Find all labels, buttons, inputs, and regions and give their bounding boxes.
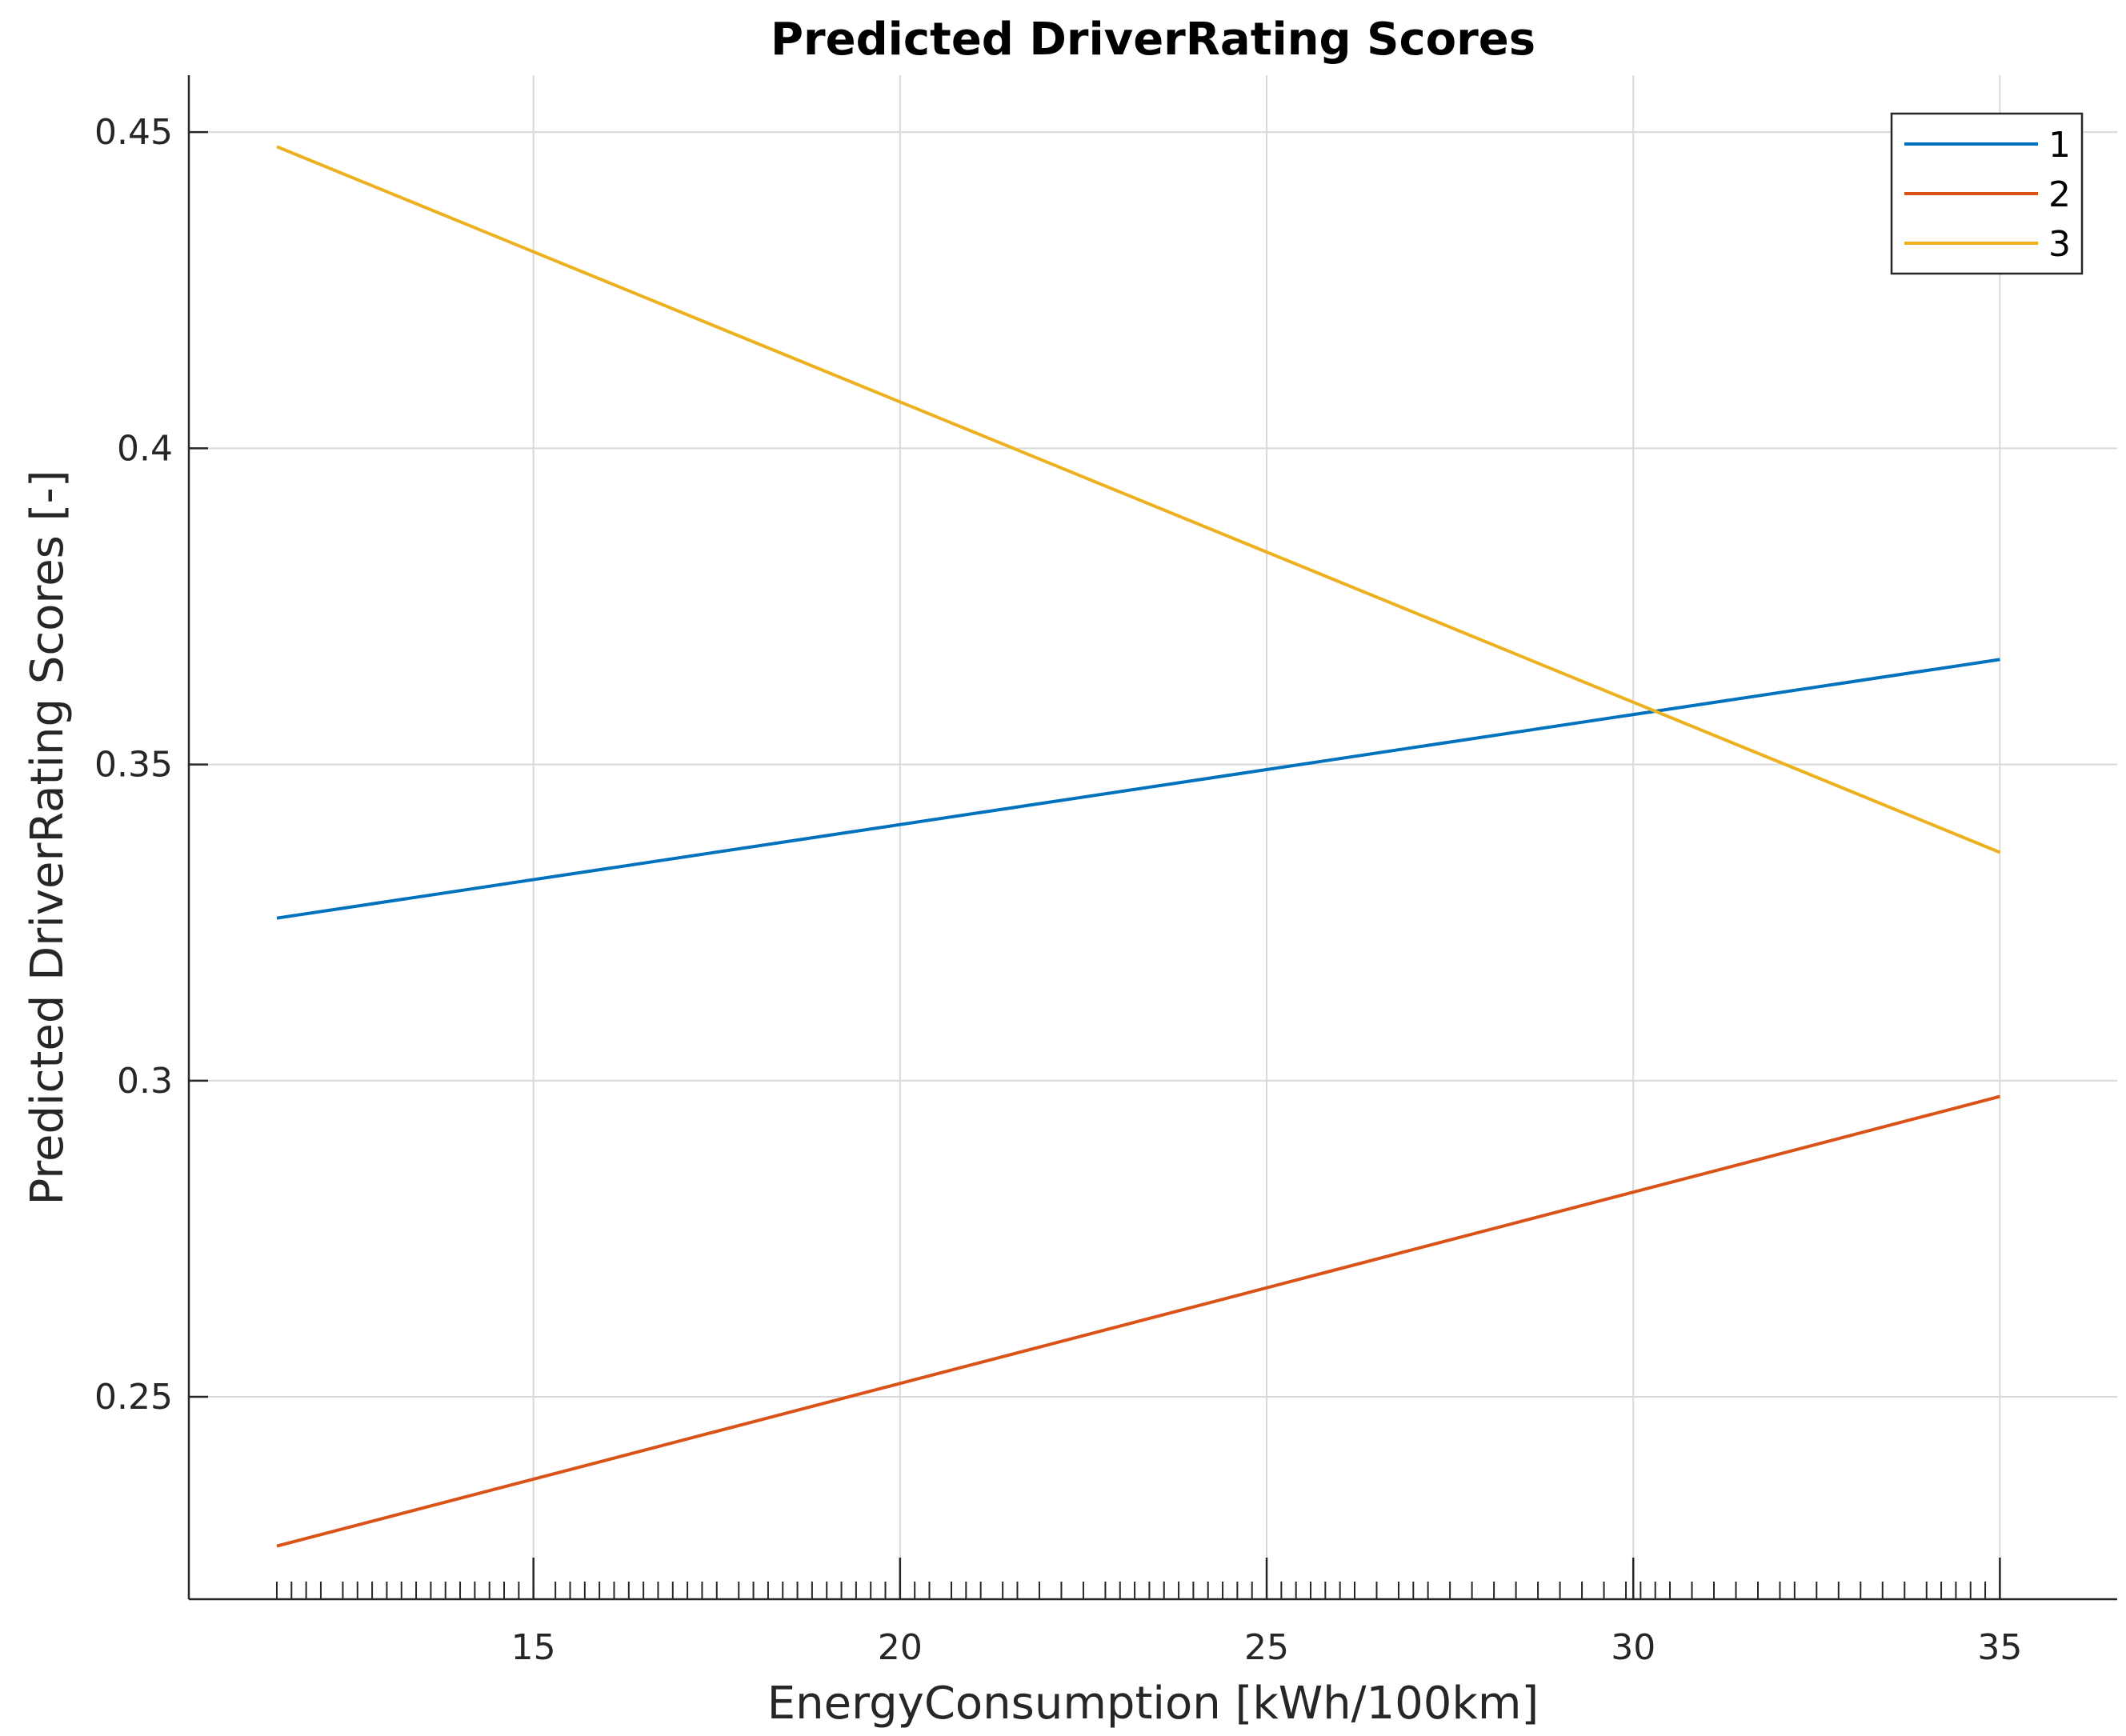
y-tick-label: 0.25 bbox=[94, 1377, 173, 1418]
x-tick-label: 15 bbox=[511, 1627, 556, 1668]
legend: 1 2 3 bbox=[1890, 112, 2084, 275]
legend-label-3: 3 bbox=[2048, 224, 2071, 265]
legend-label-1: 1 bbox=[2048, 125, 2071, 166]
y-tick-label: 0.45 bbox=[94, 112, 173, 153]
y-tick-label: 0.35 bbox=[94, 745, 173, 786]
y-tick-label: 0.4 bbox=[117, 428, 173, 469]
x-tick-label: 20 bbox=[878, 1627, 923, 1668]
y-axis-label: Predicted DriverRating Scores [-] bbox=[22, 470, 74, 1205]
tick-layer: 15 20 25 30 35 0.25 0.3 0.35 0.4 0.45 bbox=[94, 112, 2022, 1668]
rug-layer bbox=[275, 1582, 2001, 1599]
plot-area bbox=[189, 75, 2117, 1599]
series-line-3 bbox=[276, 145, 2001, 854]
chart-title: Predicted DriverRating Scores bbox=[771, 14, 1535, 66]
axis-layer bbox=[187, 75, 2117, 1601]
x-tick-label: 30 bbox=[1611, 1627, 1656, 1668]
series-line-2 bbox=[276, 1094, 2000, 1548]
series-layer bbox=[276, 145, 2001, 1548]
x-tick-label: 35 bbox=[1977, 1627, 2022, 1668]
x-tick-label: 25 bbox=[1244, 1627, 1289, 1668]
y-tick-label: 0.3 bbox=[117, 1061, 173, 1102]
legend-label-2: 2 bbox=[2048, 174, 2071, 215]
x-axis-label: EnergyConsumption [kWh/100km] bbox=[767, 1678, 1539, 1730]
grid-layer bbox=[189, 75, 2117, 1599]
series-line-1 bbox=[276, 658, 2000, 920]
